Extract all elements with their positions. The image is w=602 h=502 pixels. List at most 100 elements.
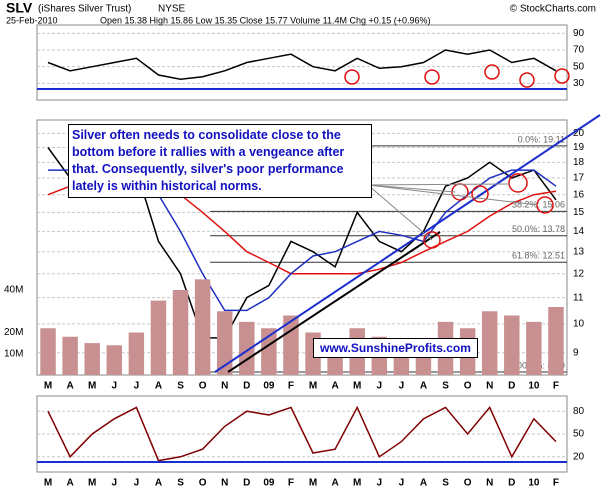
- website: www.SunshineProfits.com: [313, 338, 478, 358]
- x-tick-label: M: [44, 381, 52, 392]
- x-tick-label: D: [243, 478, 250, 489]
- circle: [508, 173, 528, 193]
- y-tick-label: 70: [573, 45, 585, 56]
- y-tick-label: 14: [573, 226, 585, 237]
- fib-label: 38.2%: 15.06: [512, 200, 565, 210]
- x-tick-label: M: [88, 381, 96, 392]
- date: 25-Feb-2010: [6, 15, 58, 25]
- circle: [344, 69, 360, 85]
- volume-bar: [62, 336, 78, 375]
- fund-name: (iShares Silver Trust): [38, 4, 131, 15]
- x-tick-label: O: [199, 381, 207, 392]
- x-tick-label: 09: [263, 381, 275, 392]
- exchange: NYSE: [158, 4, 186, 15]
- x-tick-label: D: [243, 381, 250, 392]
- x-tick-label: S: [442, 478, 449, 489]
- volume-bar: [504, 315, 520, 375]
- x-tick-label: A: [332, 478, 339, 489]
- symbol: SLV: [6, 0, 33, 16]
- x-tick-label: F: [288, 478, 294, 489]
- y-tick-label: 20M: [4, 327, 23, 338]
- x-tick-label: O: [464, 381, 472, 392]
- circle: [554, 68, 570, 84]
- volume-bar: [283, 315, 299, 375]
- volume-bar: [172, 290, 189, 375]
- y-tick-label: 15: [573, 207, 585, 218]
- volume-bar: [128, 332, 145, 375]
- volume-bar: [84, 343, 100, 375]
- y-tick-label: 17: [573, 173, 585, 184]
- y-tick-label: 11: [573, 292, 584, 303]
- quote: Open 15.38 High 15.86 Low 15.35 Close 15…: [100, 15, 431, 25]
- y-tick-label: 40M: [4, 285, 23, 296]
- x-tick-label: J: [134, 381, 140, 392]
- x-tick-label: A: [67, 478, 74, 489]
- x-tick-label: O: [464, 478, 472, 489]
- x-tick-label: M: [88, 478, 96, 489]
- y-tick-label: 18: [573, 157, 585, 168]
- pointer: [367, 183, 511, 186]
- x-tick-label: A: [155, 478, 162, 489]
- y-tick-label: 50: [573, 61, 585, 72]
- pointer: [367, 184, 456, 193]
- volume-bar: [481, 311, 498, 375]
- x-tick-label: D: [508, 478, 515, 489]
- x-tick-label: S: [177, 478, 184, 489]
- x-tick-label: F: [288, 381, 294, 392]
- volume-bar: [239, 321, 255, 375]
- trendline: [214, 114, 601, 373]
- circle: [424, 69, 440, 85]
- volume-bar: [106, 345, 123, 375]
- y-tick-label: 30: [573, 78, 585, 89]
- x-tick-label: 09: [263, 478, 275, 489]
- pointer-lines: [367, 183, 539, 241]
- volume-bar: [548, 307, 564, 375]
- x-tick-label: M: [309, 478, 317, 489]
- x-tick-label: S: [442, 381, 449, 392]
- y-tick-label: 20: [573, 451, 585, 462]
- copyright: © StockCharts.com: [510, 4, 596, 15]
- rsi-frame: [36, 24, 568, 101]
- x-tick-label: A: [420, 381, 427, 392]
- volume-bar: [261, 328, 277, 375]
- y-tick-label: 12: [573, 268, 585, 279]
- fib-label: 61.8%: 12.51: [512, 251, 565, 261]
- annotation: Silver often needs to consolidate close …: [68, 124, 372, 198]
- x-tick-label: J: [134, 478, 140, 489]
- series-line: [47, 405, 557, 462]
- y-tick-label: 16: [573, 189, 585, 200]
- x-tick-label: F: [553, 478, 559, 489]
- x-tick-label: M: [353, 478, 361, 489]
- x-tick-label: A: [155, 381, 162, 392]
- pointer: [367, 184, 433, 241]
- x-tick-label: 10: [528, 478, 540, 489]
- circle: [484, 64, 500, 80]
- y-tick-label: 20: [573, 128, 585, 139]
- y-tick-label: 19: [573, 142, 585, 153]
- x-tick-label: A: [67, 381, 74, 392]
- circle: [471, 185, 489, 203]
- x-tick-label: A: [420, 478, 427, 489]
- x-tick-label: J: [377, 478, 383, 489]
- x-tick-label: S: [177, 381, 184, 392]
- series-line: [47, 49, 557, 80]
- circle: [423, 231, 441, 249]
- y-tick-label: 10: [573, 318, 585, 329]
- x-tick-label: 10: [528, 381, 540, 392]
- x-tick-label: N: [221, 478, 228, 489]
- y-tick-label: 10M: [4, 348, 23, 359]
- volume-bar: [150, 300, 167, 375]
- x-tick-label: J: [112, 478, 118, 489]
- volume-bar: [526, 321, 542, 375]
- x-tick-label: O: [199, 478, 207, 489]
- x-tick-label: N: [486, 478, 493, 489]
- x-tick-label: M: [44, 478, 52, 489]
- fib-label: 50.0%: 13.78: [512, 224, 565, 234]
- y-tick-label: 50: [573, 429, 585, 440]
- x-tick-label: F: [553, 381, 559, 392]
- y-tick-label: 80: [573, 406, 585, 417]
- x-tick-label: D: [508, 381, 515, 392]
